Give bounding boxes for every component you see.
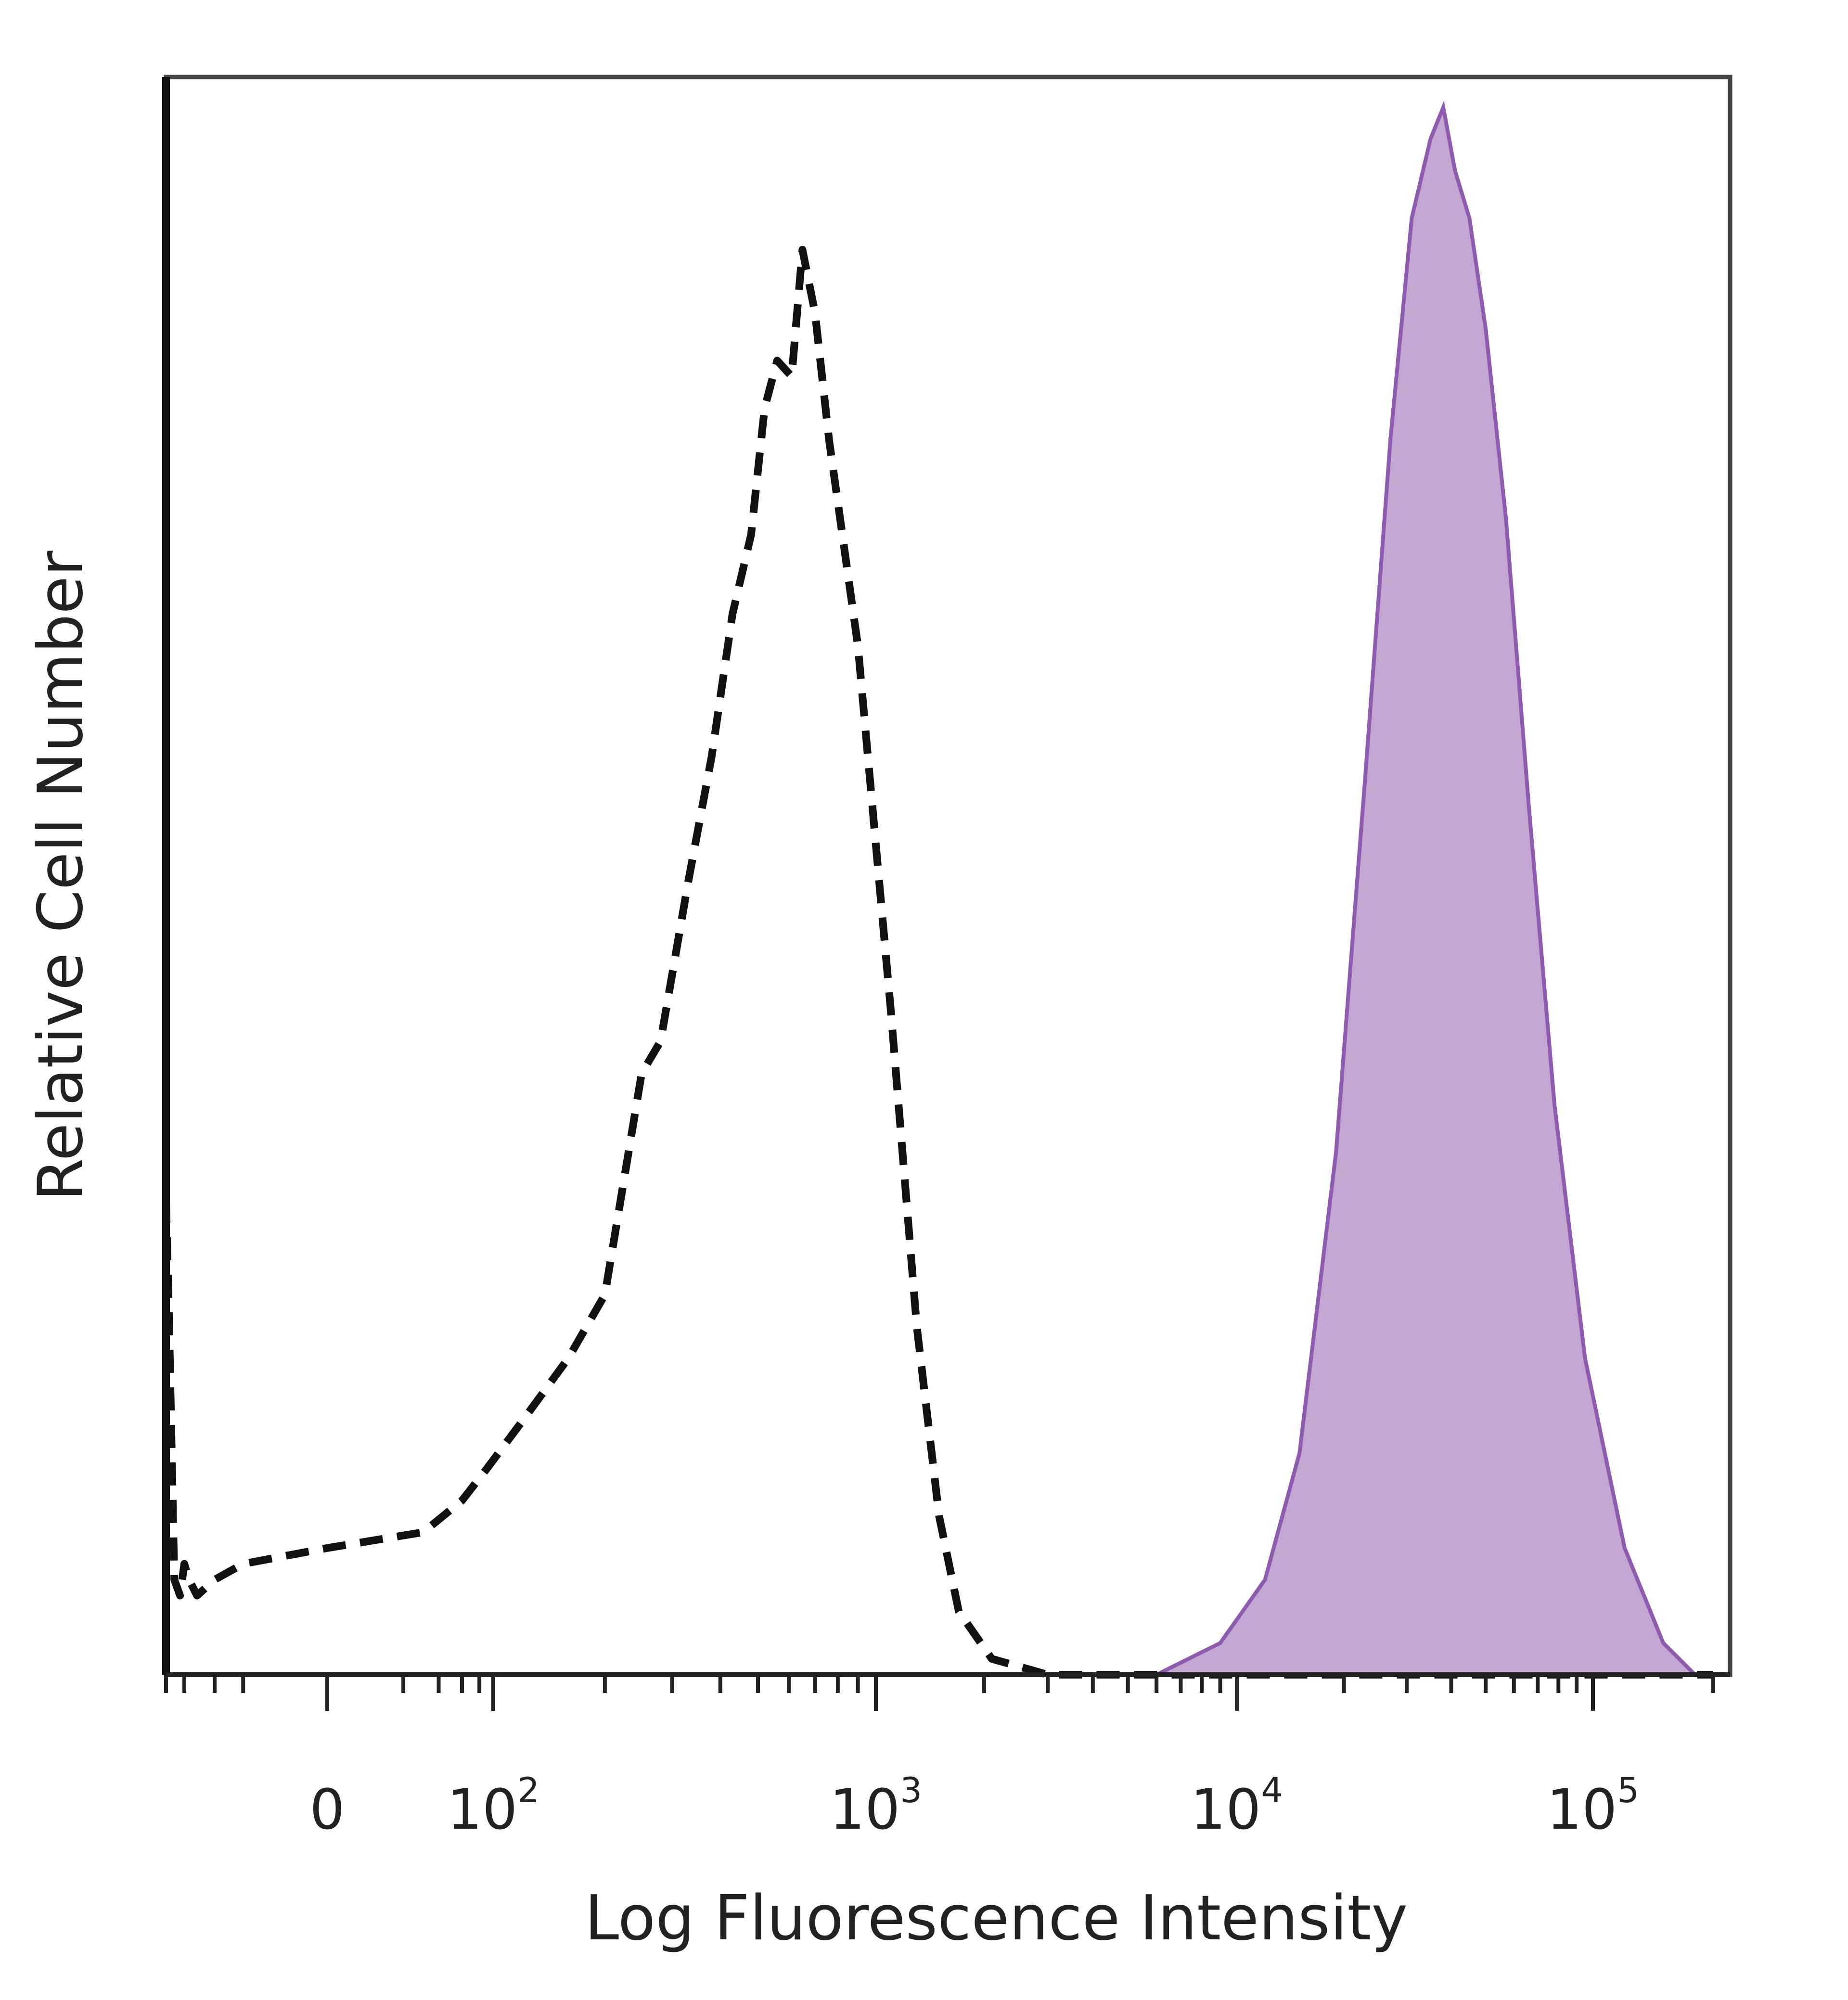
x-tick-marks [164,1675,1715,1711]
series-layer [162,100,1713,1679]
series-1-line [1155,100,1696,1677]
x-tick-label: 102 [447,1770,539,1842]
x-tick-label: 103 [830,1770,922,1842]
x-tick-label: 0 [309,1778,345,1842]
x-tick-label: 105 [1547,1770,1639,1842]
series-1-fill [1156,107,1695,1675]
series-0-line [162,246,1713,1679]
x-axis-title: Log Fluorescence Intensity [585,1883,1408,1954]
y-axis-title: Relative Cell Number [25,551,97,1201]
x-tick-labels: 0 102 103 104 105 [309,1770,1639,1842]
x-tick-label: 104 [1191,1770,1283,1842]
